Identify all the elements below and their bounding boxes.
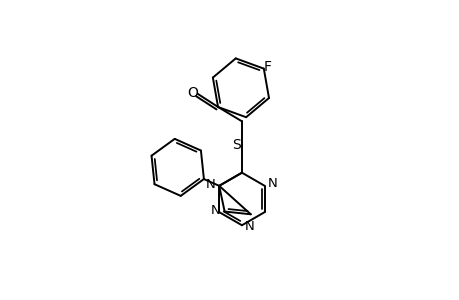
Text: N: N (244, 220, 254, 233)
Text: O: O (187, 86, 198, 100)
Text: N: N (210, 204, 220, 217)
Text: N: N (206, 178, 215, 191)
Text: N: N (267, 177, 277, 190)
Text: F: F (263, 60, 271, 74)
Text: S: S (232, 138, 241, 152)
